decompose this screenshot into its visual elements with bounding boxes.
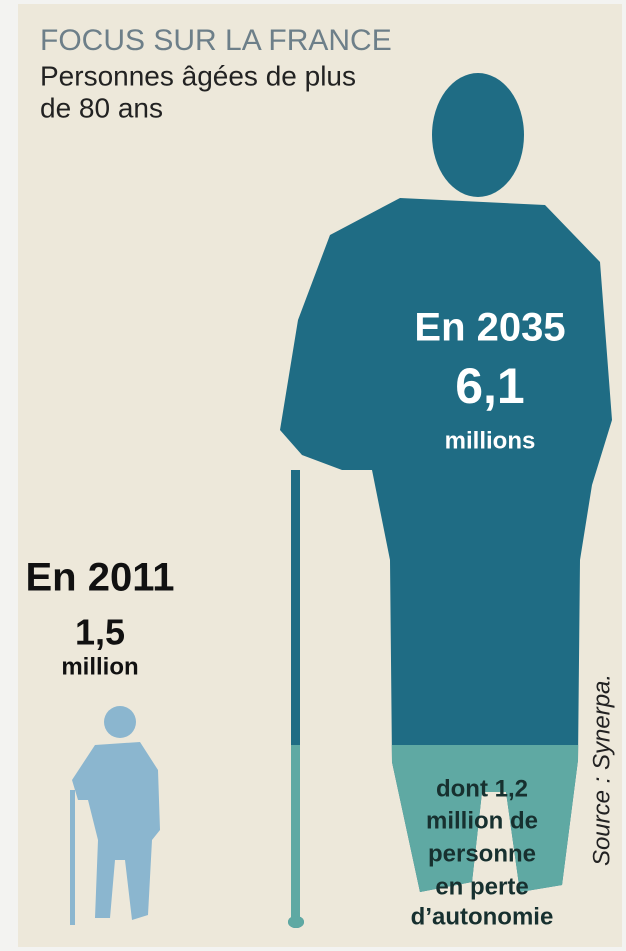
present-unit: million (61, 653, 138, 680)
source: Source : Synerpa. (588, 674, 615, 866)
detail-line: million de (426, 807, 538, 834)
future-value: 6,1 (455, 358, 525, 414)
detail-line: personne (428, 840, 536, 867)
detail-line: d’autonomie (411, 903, 554, 930)
future-year: En 2035 (414, 306, 565, 350)
detail: dont 1,2 million de personne en perte d’… (411, 775, 554, 930)
detail-line: en perte (435, 873, 528, 900)
future-unit: millions (445, 427, 536, 454)
present-year: En 2011 (25, 556, 174, 600)
kicker: FOCUS SUR LA FRANCE (40, 24, 392, 57)
present-value: 1,5 (75, 612, 125, 653)
detail-line: dont 1,2 (436, 775, 528, 802)
title-line: de 80 ans (40, 92, 163, 123)
title-line: Personnes âgées de plus (40, 60, 356, 91)
small-silhouette (70, 706, 160, 925)
